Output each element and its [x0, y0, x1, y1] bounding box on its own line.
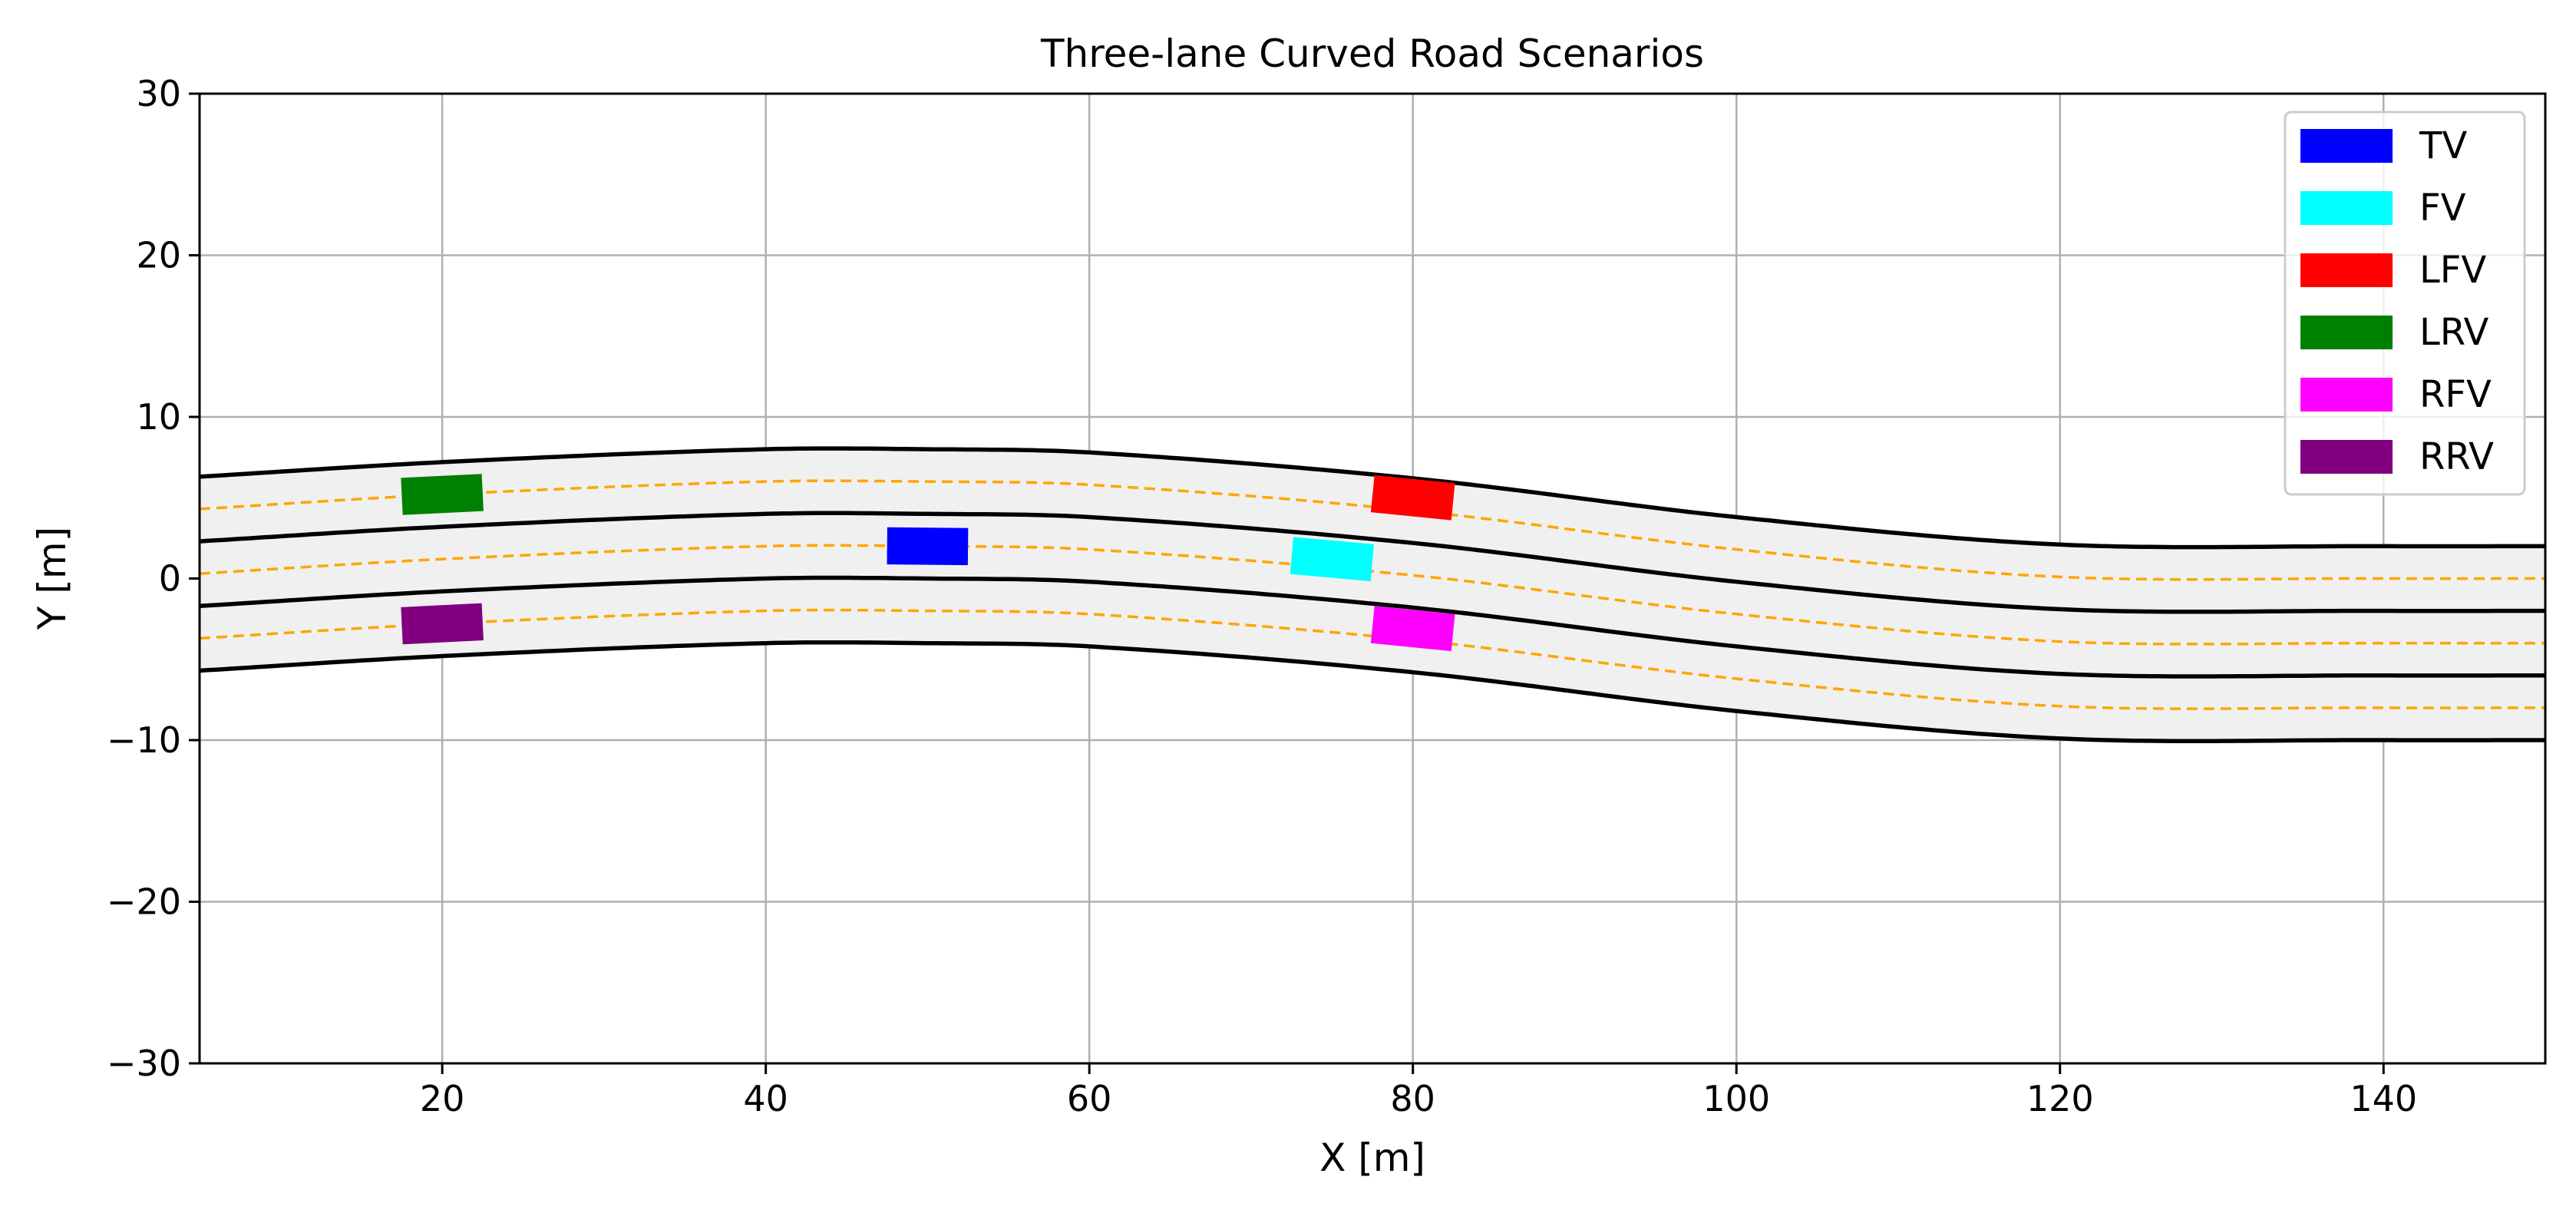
x-tick-label: 60 — [1067, 1078, 1112, 1119]
x-tick-label: 100 — [1702, 1078, 1770, 1119]
vehicles — [401, 474, 1455, 652]
legend-swatch-rfv — [2300, 378, 2393, 412]
y-tick-label: 20 — [136, 235, 181, 276]
legend-label-lrv: LRV — [2419, 311, 2488, 354]
legend-label-rrv: RRV — [2419, 435, 2494, 478]
legend-swatch-lfv — [2300, 253, 2393, 287]
y-tick-label: 10 — [136, 396, 181, 438]
x-tick-label: 20 — [420, 1078, 465, 1119]
y-tick-label: −10 — [107, 719, 181, 761]
legend-swatch-fv — [2300, 191, 2393, 225]
y-tick-label: 0 — [159, 558, 181, 600]
x-axis-label: X [m] — [1319, 1136, 1425, 1180]
x-tick-label: 80 — [1390, 1078, 1435, 1119]
vehicle-lfv — [1370, 474, 1455, 521]
y-tick-label: 30 — [136, 73, 181, 114]
vehicle-tv — [887, 527, 969, 566]
road-boundary — [199, 575, 2545, 679]
legend-items: TV FV LFV LRV RFV RRV — [2300, 124, 2494, 478]
vehicle-fv — [1290, 537, 1374, 582]
y-axis-ticks: 30 20 10 0 −10 −20 −30 — [107, 73, 200, 1084]
x-axis-ticks: 20 40 60 80 100 120 140 — [420, 1063, 2417, 1119]
legend: TV FV LFV LRV RFV RRV — [2284, 111, 2526, 496]
legend-label-lfv: LFV — [2419, 249, 2486, 292]
y-tick-label: −30 — [107, 1043, 181, 1084]
legend-label-rfv: RFV — [2419, 373, 2492, 416]
legend-swatch-tv — [2300, 129, 2393, 163]
legend-swatch-rrv — [2300, 440, 2393, 474]
vehicle-rfv — [1370, 606, 1455, 652]
road-boundary — [199, 511, 2545, 614]
road-boundary — [199, 640, 2545, 743]
x-tick-label: 120 — [2026, 1078, 2094, 1119]
y-tick-label: −20 — [107, 881, 181, 923]
vehicle-rrv — [401, 603, 484, 645]
vehicle-lrv — [401, 474, 484, 515]
road-boundary — [199, 446, 2545, 550]
legend-label-tv: TV — [2419, 124, 2467, 167]
lane-centerline — [199, 544, 2545, 646]
x-tick-label: 140 — [2350, 1078, 2417, 1119]
chart-title: Three-lane Curved Road Scenarios — [1040, 31, 1704, 76]
y-axis-label: Y [m] — [30, 527, 74, 630]
legend-label-fv: FV — [2419, 187, 2466, 230]
legend-swatch-lrv — [2300, 316, 2393, 349]
road — [199, 446, 2545, 743]
x-tick-label: 40 — [743, 1078, 788, 1119]
